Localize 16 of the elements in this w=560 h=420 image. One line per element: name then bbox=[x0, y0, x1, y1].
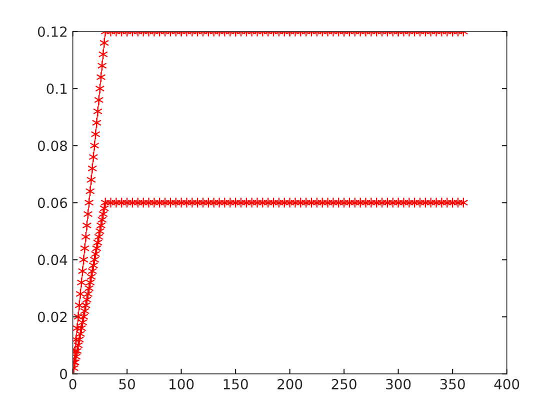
y-tick-label: 0.1 bbox=[46, 84, 67, 94]
y-tick-label: 0.06 bbox=[38, 198, 68, 208]
y-tick-label: 0.12 bbox=[38, 26, 67, 37]
x-tick-label: 400 bbox=[494, 378, 520, 390]
y-tick-label: 0 bbox=[60, 368, 68, 380]
x-tick-label: 100 bbox=[170, 378, 194, 390]
x-tick-label: 300 bbox=[386, 378, 411, 390]
y-tick-label: 0.02 bbox=[38, 312, 67, 322]
x-tick-label: 200 bbox=[278, 378, 302, 390]
x-tick-label: 350 bbox=[440, 378, 465, 390]
x-tick-label: 50 bbox=[119, 378, 135, 390]
y-tick-label: 0.04 bbox=[38, 254, 68, 266]
x-tick-label: 250 bbox=[332, 378, 356, 390]
x-tick-label: 150 bbox=[224, 378, 248, 390]
y-tick-label: 0.08 bbox=[38, 140, 67, 152]
x-tick-label: 0 bbox=[69, 378, 76, 390]
